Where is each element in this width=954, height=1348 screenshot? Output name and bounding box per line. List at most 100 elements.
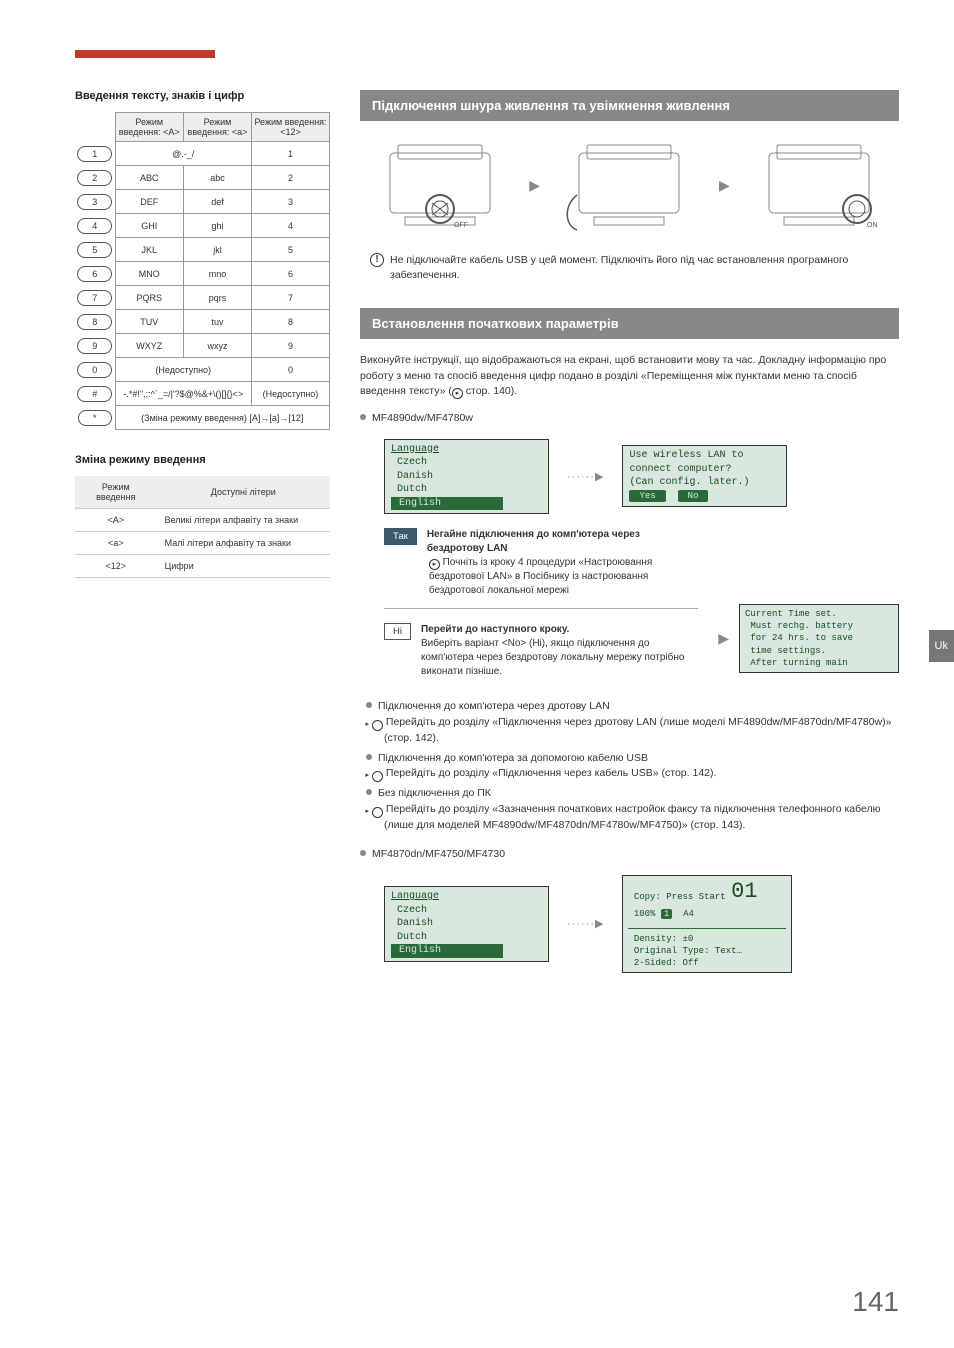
keypad-key: 3: [77, 194, 112, 210]
language-tab: Uk: [929, 630, 954, 662]
char-cell: (Недоступно): [115, 358, 252, 382]
model-line-2: MF4870dn/MF4750/MF4730: [360, 847, 899, 862]
char-row: #-.*#!",;:^`_=/|'?$@%&+\()[]{}<>(Недосту…: [75, 382, 330, 406]
mode-cell: Цифри: [157, 555, 330, 578]
mode-cell: Малі літери алфавіту та знаки: [157, 532, 330, 555]
keypad-key: 6: [77, 266, 112, 282]
char-cell: 7: [252, 286, 330, 310]
usb-warning: ! Не підключайте кабель USB у цей момент…: [370, 253, 899, 282]
choice-no-body: Виберіть варіант <No> (Ні), якщо підключ…: [421, 637, 698, 679]
choice-no: Ні Перейти до наступного кроку. Виберіть…: [384, 623, 698, 679]
setup-body: Виконуйте інструкції, що відображаються …: [360, 353, 899, 399]
char-row: 4GHIghi4: [75, 214, 330, 238]
right-column: Підключення шнура живлення та увімкнення…: [360, 90, 899, 973]
warning-icon: !: [370, 253, 384, 267]
char-cell: tuv: [183, 310, 251, 334]
choice-yes-title: Негайне підключення до комп'ютера через …: [427, 528, 698, 556]
mode-cell: <12>: [75, 555, 157, 578]
printer-off-illustration: OFF: [370, 135, 510, 235]
char-cell: 0: [252, 358, 330, 382]
dots-arrow-icon: ······▶: [567, 470, 604, 483]
printer-mid-illustration: [559, 135, 699, 235]
choice-no-title: Перейти до наступного кроку.: [421, 623, 698, 637]
char-cell: (Зміна режиму введення) [A]→[a]→[12]: [115, 406, 330, 430]
reference-icon: ▸: [372, 771, 383, 782]
keypad-key: 8: [77, 314, 112, 330]
page-number: 141: [852, 1286, 899, 1318]
mode-cell: <a>: [75, 532, 157, 555]
mode-cell: <A>: [75, 509, 157, 532]
char-cell: ABC: [115, 166, 183, 190]
char-cell: 3: [252, 190, 330, 214]
char-entry-heading: Введення тексту, знаків і цифр: [75, 90, 330, 102]
character-table: Режим введення: <A>Режим введення: <a>Ре…: [75, 112, 330, 430]
keypad-key: 5: [77, 242, 112, 258]
lcd-copy-ready: Copy: Press Start 01 100% 1 A4 Density: …: [622, 875, 792, 973]
char-cell: PQRS: [115, 286, 183, 310]
mode-heading: Зміна режиму введення: [75, 454, 330, 466]
char-th: Режим введення: <a>: [183, 113, 251, 142]
keypad-key: 0: [77, 362, 112, 378]
choice-yes: Так Негайне підключення до комп'ютера че…: [384, 528, 698, 598]
lcd-time-set: Current Time set. Must rechg. battery fo…: [739, 604, 899, 673]
mode-table: Режим введення Доступні літери <A>Великі…: [75, 476, 330, 578]
svg-text:OFF: OFF: [454, 222, 468, 229]
char-cell: WXYZ: [115, 334, 183, 358]
char-cell: 1: [252, 142, 330, 166]
model-line-1: MF4890dw/MF4780w: [360, 411, 899, 426]
mode-th2: Доступні літери: [157, 476, 330, 509]
char-row: 1@.-_/1: [75, 142, 330, 166]
char-cell: mno: [183, 262, 251, 286]
usb-warning-text: Не підключайте кабель USB у цей момент. …: [390, 253, 899, 282]
mode-cell: Великі літери алфавіту та знаки: [157, 509, 330, 532]
choice-no-label: Ні: [384, 623, 411, 640]
char-row: 5JKLjkl5: [75, 238, 330, 262]
dots-arrow-icon: ······▶: [567, 917, 604, 930]
lcd-language-2: Language Czech Danish Dutch English: [384, 886, 549, 962]
keypad-key: 2: [77, 170, 112, 186]
svg-text:ON: ON: [867, 222, 878, 229]
char-cell: 8: [252, 310, 330, 334]
lcd-wireless-prompt: Use wireless LAN to connect computer? (C…: [622, 445, 787, 507]
char-cell: abc: [183, 166, 251, 190]
reference-icon: ▸: [452, 388, 463, 399]
reference-icon: ▸: [372, 720, 383, 731]
keypad-key: 4: [77, 218, 112, 234]
choice-yes-label: Так: [384, 528, 417, 545]
reference-icon: ▸: [372, 807, 383, 818]
char-cell: JKL: [115, 238, 183, 262]
arrow-icon: ▶: [719, 177, 730, 194]
char-row: 6MNOmno6: [75, 262, 330, 286]
char-cell: DEF: [115, 190, 183, 214]
char-cell: 2: [252, 166, 330, 190]
char-cell: wxyz: [183, 334, 251, 358]
arrow-icon: ▶: [529, 177, 540, 194]
char-cell: 5: [252, 238, 330, 262]
left-column: Введення тексту, знаків і цифр Режим вве…: [75, 90, 330, 973]
char-cell: GHI: [115, 214, 183, 238]
char-cell: ghi: [183, 214, 251, 238]
char-cell: @.-_/: [115, 142, 252, 166]
char-th: [75, 113, 115, 142]
arrow-icon: ▶: [718, 630, 729, 647]
char-cell: TUV: [115, 310, 183, 334]
lcd-language-1: Language Czech Danish Dutch English: [384, 439, 549, 515]
keypad-key: #: [77, 386, 112, 402]
char-cell: MNO: [115, 262, 183, 286]
mode-row: <a>Малі літери алфавіту та знаки: [75, 532, 330, 555]
char-cell: def: [183, 190, 251, 214]
reference-icon: ▸: [429, 559, 440, 570]
char-cell: 6: [252, 262, 330, 286]
keypad-key: 7: [77, 290, 112, 306]
mode-th1: Режим введення: [75, 476, 157, 509]
char-row: 2ABCabc2: [75, 166, 330, 190]
section-setup-title: Встановлення початкових параметрів: [360, 308, 899, 339]
char-cell: (Недоступно): [252, 382, 330, 406]
char-row: 9WXYZwxyz9: [75, 334, 330, 358]
choice-yes-body: Почніть із кроку 4 процедури «Настроюван…: [429, 557, 652, 596]
char-th: Режим введення: <12>: [252, 113, 330, 142]
mode-row: <12>Цифри: [75, 555, 330, 578]
char-cell: pqrs: [183, 286, 251, 310]
accent-bar: [75, 50, 215, 58]
connection-options: Підключення до комп'ютера через дротову …: [366, 699, 899, 833]
